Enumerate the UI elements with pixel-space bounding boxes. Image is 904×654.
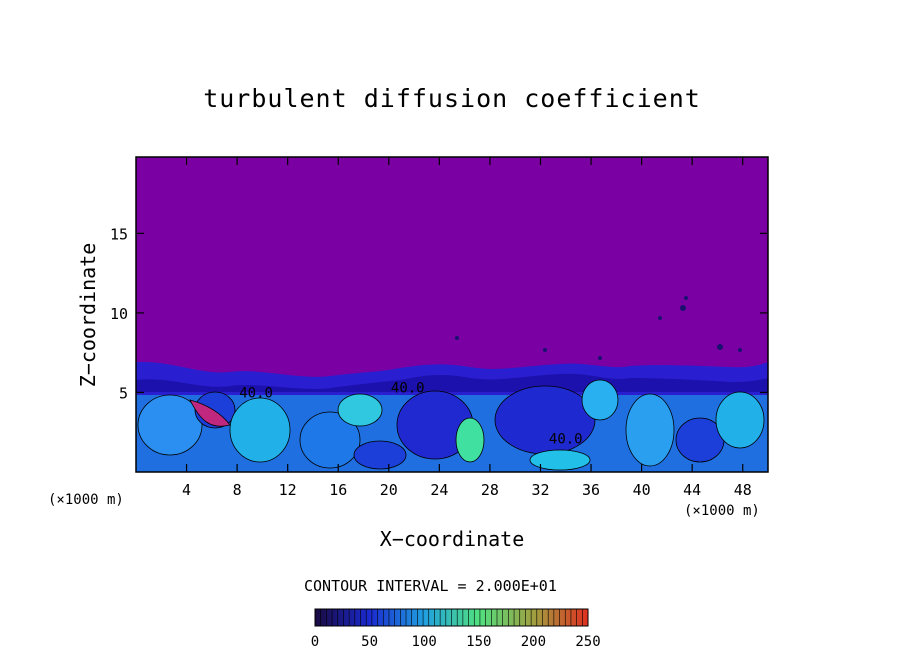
x-tick-label-1: 8 — [233, 481, 242, 499]
x-tick-label-3: 16 — [329, 481, 347, 499]
eddy-15 — [529, 449, 591, 471]
x-axis-label: X−coordinate — [379, 527, 525, 551]
eddy-10 — [581, 379, 619, 421]
x-tick-label-9: 40 — [633, 481, 651, 499]
upper-spots — [455, 296, 742, 360]
x-tick-label-10: 44 — [683, 481, 701, 499]
eddy-5 — [299, 411, 361, 469]
field-layer — [136, 296, 768, 472]
colorbar-tick-label-3: 150 — [466, 634, 491, 650]
spot-6 — [543, 348, 547, 352]
chart-title: turbulent diffusion coefficient — [203, 84, 701, 113]
colorbar-tick-label-1: 50 — [361, 634, 378, 650]
x-tick-label-6: 28 — [481, 481, 499, 499]
x-tick-label-0: 4 — [182, 481, 191, 499]
contour-interval-label: CONTOUR INTERVAL = 2.000E+01 — [304, 577, 557, 595]
x-tick-label-7: 32 — [531, 481, 549, 499]
x-tick-label-8: 36 — [582, 481, 600, 499]
spot-2 — [684, 296, 688, 300]
colorbar-tick-label-0: 0 — [311, 634, 319, 650]
eddy-8 — [455, 417, 485, 463]
eddy-6 — [337, 393, 383, 427]
eddy-11 — [625, 393, 675, 467]
colorbar: 0 50 100 150 200 250 — [311, 608, 601, 650]
eddy-4 — [229, 397, 291, 463]
plot-frame — [135, 156, 769, 473]
colorbar-stripes — [320, 609, 583, 626]
eddy-13 — [715, 391, 765, 449]
spot-3 — [658, 316, 662, 320]
colorbar-ticks: 0 50 100 150 200 250 — [311, 634, 601, 650]
eddy-1 — [137, 394, 203, 456]
y-tick-label-1: 10 — [110, 305, 128, 323]
spot-7 — [455, 336, 459, 340]
x-tick-label-5: 24 — [430, 481, 448, 499]
x-tick-label-2: 12 — [279, 481, 297, 499]
x-tick-label-4: 20 — [380, 481, 398, 499]
eddy-14 — [353, 440, 407, 470]
y-ticks: 5 10 15 — [110, 225, 768, 402]
spot-5 — [738, 348, 742, 352]
colorbar-tick-label-2: 100 — [412, 634, 437, 650]
colorbar-tick-label-4: 200 — [521, 634, 546, 650]
spot-1 — [680, 305, 686, 311]
contour-label-2: 40.0 — [549, 432, 583, 448]
spot-4 — [717, 344, 723, 350]
contour-labels: 40.0 40.0 40.0 — [239, 381, 582, 448]
y-tick-label-0: 5 — [119, 384, 128, 402]
x-unit-label-right: (×1000 m) — [684, 503, 760, 519]
contour-label-1: 40.0 — [391, 381, 425, 397]
x-ticks: 4 8 12 16 20 24 28 32 36 40 44 48 — [182, 157, 752, 499]
eddy-group — [137, 379, 765, 471]
y-tick-label-2: 15 — [110, 225, 128, 243]
x-unit-label-left: (×1000 m) — [48, 492, 124, 508]
spot-8 — [598, 356, 602, 360]
x-tick-label-11: 48 — [734, 481, 752, 499]
colorbar-tick-label-5: 250 — [575, 634, 600, 650]
contour-label-0: 40.0 — [239, 385, 273, 401]
